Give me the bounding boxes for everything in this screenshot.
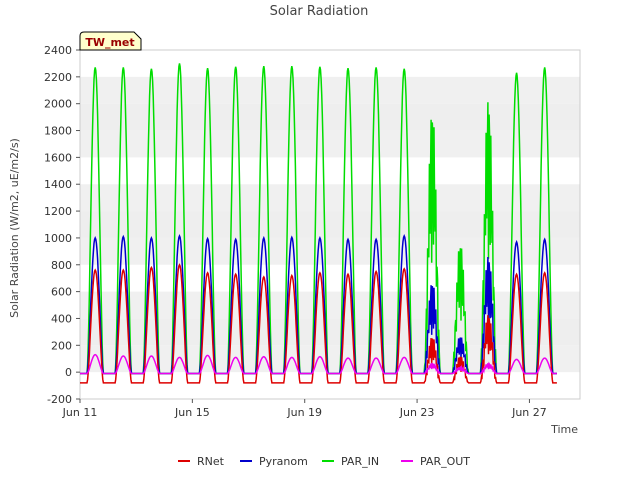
grid-band (80, 76, 580, 104)
grid-band (80, 291, 580, 319)
grid-band (80, 184, 580, 212)
y-tick-label: 0 (65, 366, 72, 379)
y-tick-label: 1200 (44, 205, 72, 218)
station-badge: TW_met (79, 31, 142, 51)
series-line-rnet (80, 263, 557, 384)
x-tick-label: Jun 27 (511, 406, 547, 419)
legend-label: PAR_IN (341, 455, 379, 468)
grid-band (80, 50, 580, 77)
grid-band (80, 372, 580, 399)
y-tick-label: 1400 (44, 178, 72, 191)
grid-bands (80, 50, 580, 399)
y-tick-label: 2000 (44, 98, 72, 111)
y-tick-label: 1600 (44, 151, 72, 164)
badge-shape (79, 31, 142, 51)
grid-band (80, 130, 580, 158)
grid-band (80, 157, 580, 185)
series-lines (80, 63, 557, 384)
x-tick-label: Jun 15 (174, 406, 210, 419)
grid-band (80, 237, 580, 265)
series-line-par-out (80, 353, 557, 375)
x-tick-label: Jun 11 (62, 406, 98, 419)
plot-area-frame (79, 49, 581, 400)
y-tick-label: 600 (51, 286, 72, 299)
grid-band (80, 211, 580, 238)
legend-label: PAR_OUT (420, 455, 470, 468)
grid-band (80, 264, 580, 292)
y-tick-label: 2400 (44, 44, 72, 57)
chart-title: Solar Radiation (270, 4, 369, 19)
x-tick-label: Jun 19 (286, 406, 322, 419)
y-tick-label: 800 (51, 259, 72, 272)
y-tick-label: 400 (51, 312, 72, 325)
x-tick-label: Jun 23 (399, 406, 435, 419)
legend-label: RNet (197, 455, 225, 468)
y-axis-ticks: -200 0 200 400 600 800 1000 1200 1400 1600 1800 200… (44, 44, 80, 406)
grid-band (80, 345, 580, 373)
y-tick-label: 1000 (44, 232, 72, 245)
y-axis-label: Solar Radiation (W/m2, uE/m2/s) (8, 138, 21, 318)
grid-band (80, 318, 580, 346)
legend: RNet Pyranom PAR_IN PAR_OUT (178, 455, 470, 468)
y-tick-label: 2200 (44, 71, 72, 84)
y-tick-label: -200 (47, 393, 72, 406)
y-tick-label: 200 (51, 339, 72, 352)
x-axis-ticks: Jun 11 Jun 15 Jun 19 Jun 23 Jun 27 (62, 399, 547, 419)
y-tick-label: 1800 (44, 125, 72, 138)
legend-label: Pyranom (259, 455, 308, 468)
grid-band (80, 103, 580, 131)
x-axis-label: Time (550, 423, 578, 436)
badge-label: TW_met (85, 36, 134, 49)
